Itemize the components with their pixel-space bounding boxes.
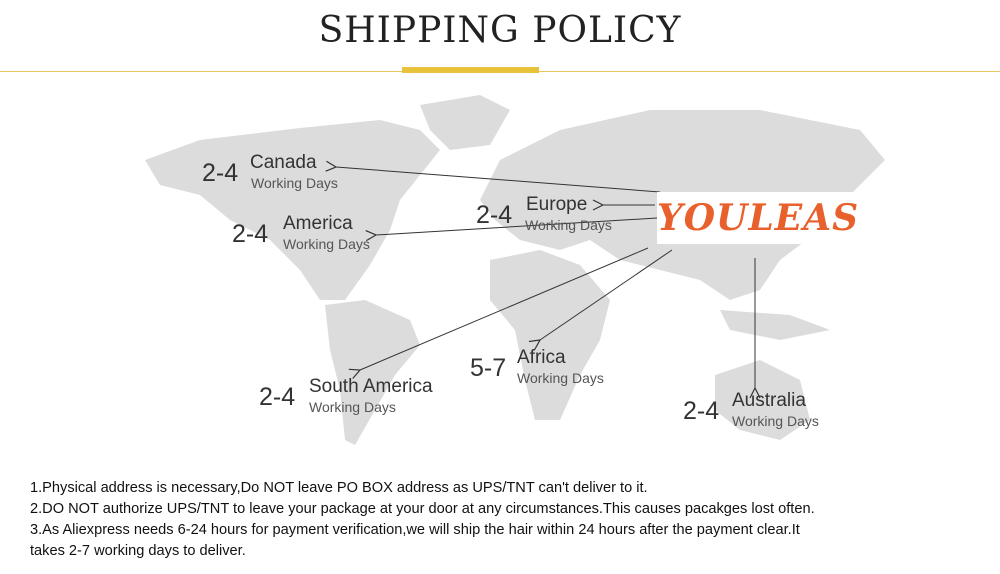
note: 2.DO NOT authorize UPS/TNT to leave your… [30, 501, 815, 517]
working-days: Working Days [251, 175, 338, 191]
policy-notes: 1.Physical address is necessary,Do NOT l… [30, 478, 815, 562]
brand-text: YOULEAS [657, 197, 860, 239]
arrow-africa [540, 249, 673, 340]
note: 1.Physical address is necessary,Do NOT l… [30, 480, 648, 496]
days: 2-4 [232, 220, 269, 248]
region: America [283, 213, 353, 234]
region: South America [309, 376, 433, 397]
note: 3.As Aliexpress needs 6-24 hours for pay… [30, 522, 800, 538]
days: 5-7 [470, 354, 507, 382]
working-days: Working Days [525, 217, 612, 233]
africa-shape [490, 250, 610, 420]
note: takes 2-7 working days to deliver. [30, 543, 246, 559]
australia-shape [715, 360, 810, 440]
region: Africa [517, 347, 566, 368]
days: 2-4 [683, 397, 720, 425]
working-days: Working Days [517, 370, 604, 386]
working-days: Working Days [309, 399, 396, 415]
working-days: Working Days [732, 413, 819, 429]
divider-accent [402, 67, 539, 73]
days: 2-4 [202, 159, 239, 187]
days: 2-4 [476, 201, 513, 229]
arrow-canada [336, 167, 661, 193]
south-america-shape [325, 300, 420, 445]
region: Australia [732, 390, 806, 411]
region: Canada [250, 152, 317, 173]
arrow-america [376, 217, 658, 235]
indonesia-shape [720, 310, 830, 340]
page-title: SHIPPING POLICY [318, 10, 682, 51]
brand-logo: YOULEAS [657, 192, 860, 244]
north-america-shape [145, 120, 440, 300]
working-days: Working Days [283, 236, 370, 252]
arrow-south-america [360, 247, 649, 370]
days: 2-4 [259, 383, 296, 411]
greenland-shape [420, 95, 510, 150]
region: Europe [526, 194, 588, 215]
